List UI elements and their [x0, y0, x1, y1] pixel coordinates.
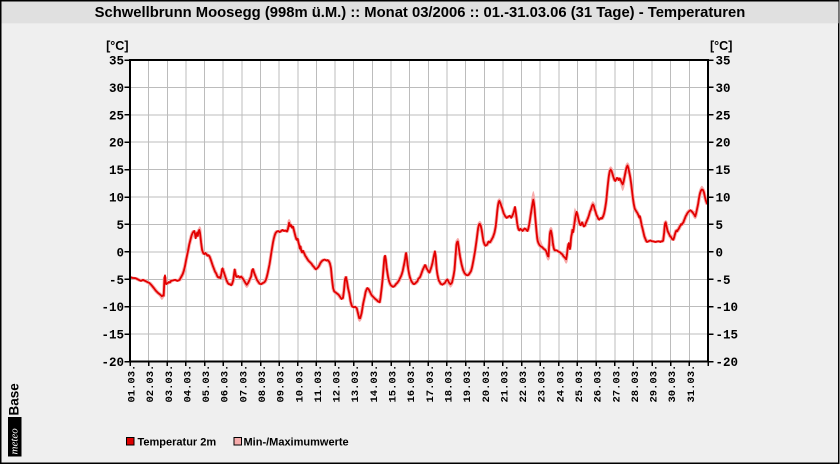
svg-text:10.03.: 10.03.	[294, 365, 306, 403]
svg-text:[°C]: [°C]	[106, 39, 128, 53]
svg-text:0: 0	[716, 246, 724, 260]
svg-text:Temperatur 2m: Temperatur 2m	[138, 437, 217, 449]
svg-text:24.03.: 24.03.	[555, 365, 567, 403]
svg-text:28.03.: 28.03.	[630, 365, 642, 403]
svg-text:27.03.: 27.03.	[611, 365, 623, 403]
svg-text:10: 10	[716, 192, 731, 206]
svg-text:20.03.: 20.03.	[481, 365, 493, 403]
svg-text:29.03.: 29.03.	[649, 365, 661, 403]
svg-text:35: 35	[109, 55, 124, 69]
svg-text:11.03.: 11.03.	[313, 365, 325, 403]
svg-text:05.03.: 05.03.	[201, 365, 213, 403]
svg-text:16.03.: 16.03.	[406, 365, 418, 403]
svg-text:25: 25	[716, 109, 731, 123]
svg-text:14.03.: 14.03.	[369, 365, 381, 403]
svg-text:15: 15	[716, 164, 731, 178]
svg-text:[°C]: [°C]	[710, 39, 732, 53]
svg-text:30.03.: 30.03.	[667, 365, 679, 403]
svg-text:-10: -10	[716, 301, 739, 315]
svg-text:12.03.: 12.03.	[332, 365, 344, 403]
svg-text:21.03.: 21.03.	[499, 365, 511, 403]
svg-text:08.03.: 08.03.	[257, 365, 269, 403]
svg-text:15: 15	[109, 164, 124, 178]
svg-text:03.03.: 03.03.	[164, 365, 176, 403]
svg-text:06.03.: 06.03.	[220, 365, 232, 403]
svg-text:01.03.: 01.03.	[127, 365, 139, 403]
svg-text:23.03.: 23.03.	[537, 365, 549, 403]
svg-text:5: 5	[116, 219, 124, 233]
svg-text:Base: Base	[7, 383, 22, 416]
svg-text:25: 25	[109, 109, 124, 123]
svg-text:25.03.: 25.03.	[574, 365, 586, 403]
svg-text:-15: -15	[101, 329, 124, 343]
svg-text:meteo: meteo	[9, 428, 21, 455]
svg-text:-20: -20	[716, 356, 739, 370]
svg-text:22.03.: 22.03.	[518, 365, 530, 403]
svg-text:13.03.: 13.03.	[350, 365, 362, 403]
svg-text:20: 20	[716, 137, 731, 151]
svg-text:07.03.: 07.03.	[238, 365, 250, 403]
svg-text:-10: -10	[101, 301, 124, 315]
svg-text:30: 30	[716, 82, 731, 96]
svg-text:5: 5	[716, 219, 724, 233]
svg-text:04.03.: 04.03.	[182, 365, 194, 403]
svg-text:15.03.: 15.03.	[388, 365, 400, 403]
svg-text:-5: -5	[109, 274, 124, 288]
svg-text:26.03.: 26.03.	[593, 365, 605, 403]
svg-text:35: 35	[716, 55, 731, 69]
svg-text:-20: -20	[101, 356, 124, 370]
svg-text:31.03.: 31.03.	[686, 365, 698, 403]
svg-text:19.03.: 19.03.	[462, 365, 474, 403]
svg-text:20: 20	[109, 137, 124, 151]
svg-text:0: 0	[116, 246, 124, 260]
svg-text:-5: -5	[716, 274, 731, 288]
svg-text:-15: -15	[716, 329, 739, 343]
svg-text:02.03.: 02.03.	[145, 365, 157, 403]
svg-text:30: 30	[109, 82, 124, 96]
svg-text:18.03.: 18.03.	[443, 365, 455, 403]
svg-text:09.03.: 09.03.	[276, 365, 288, 403]
svg-text:17.03.: 17.03.	[425, 365, 437, 403]
svg-text:Min-/Maximumwerte: Min-/Maximumwerte	[244, 437, 349, 449]
svg-text:Schwellbrunn Moosegg (998m ü.M: Schwellbrunn Moosegg (998m ü.M.) :: Mona…	[95, 5, 746, 21]
svg-text:10: 10	[109, 192, 124, 206]
